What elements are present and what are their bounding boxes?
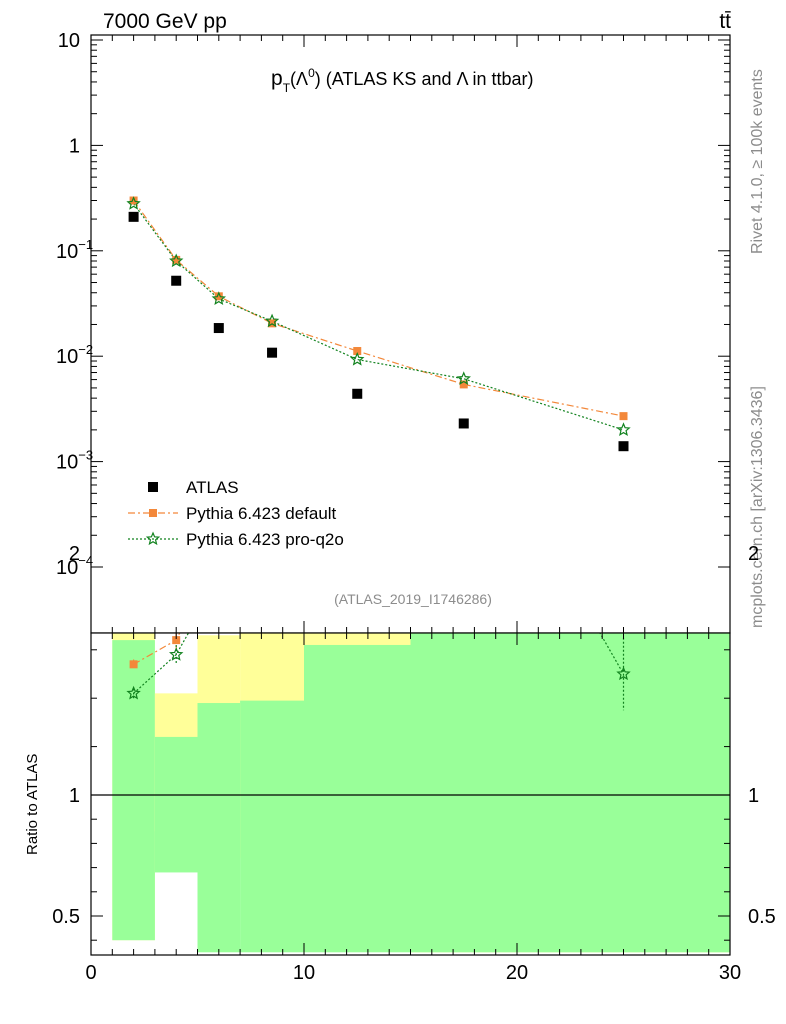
energy-label: 7000 GeV pp — [103, 10, 227, 33]
legend-label: ATLAS — [186, 478, 239, 497]
data-point — [456, 371, 471, 385]
data-point — [213, 323, 224, 334]
ratio-y-tick-label-left: 0.5 — [52, 906, 80, 928]
uncertainty-band-green — [197, 703, 241, 953]
ratio-y-tick-label-right: 0.5 — [748, 906, 776, 928]
legend-marker — [148, 482, 158, 492]
main-plot-panel: 10 1 10−1 10−2 10−3 10−4 — [56, 30, 731, 634]
data-point — [129, 196, 138, 205]
data-point — [264, 313, 280, 328]
data-point — [353, 347, 362, 356]
rivet-version-label: Rivet 4.1.0, ≥ 100k events — [749, 69, 766, 254]
y-tick-label: 10−2 — [56, 342, 93, 368]
legend: ATLAS Pythia 6.423 default Pythia 6.423 pr… — [128, 478, 344, 549]
data-point — [459, 380, 468, 389]
legend-label: Pythia 6.423 default — [186, 504, 337, 523]
y-tick-label: 10 — [58, 30, 80, 52]
uncertainty-band-green — [240, 700, 304, 953]
title-superscript: 0 — [308, 66, 315, 80]
title-rest: ) (ATLAS KS and Λ in ttbar) — [315, 69, 534, 89]
data-point — [267, 347, 278, 358]
data-point — [128, 211, 139, 222]
data-point — [616, 422, 631, 436]
ratio-y-tick-label-right: 2 — [748, 543, 759, 565]
ratio-axis-label: Ratio to ATLAS — [24, 754, 41, 855]
ratio-y-tick-label-right: 1 — [748, 785, 759, 807]
data-point — [350, 351, 365, 366]
legend-marker — [149, 509, 157, 517]
ratio-point — [169, 647, 184, 661]
mcplots-source-label: mcplots.cern.ch [arXiv:1306.3436] — [749, 386, 766, 628]
plot-title: pT(Λ0) (ATLAS KS and Λ in ttbar) — [271, 66, 534, 95]
ratio-plot-panel: 2 2 1 1 0.5 0.5 0 10 20 30 — [52, 543, 776, 984]
x-tick-label: 0 — [85, 962, 96, 984]
uncertainty-band-green — [410, 633, 517, 953]
y-tick-label: 10−3 — [56, 448, 93, 474]
title-open: (Λ — [290, 69, 308, 89]
data-point — [211, 291, 226, 305]
data-point — [169, 253, 184, 268]
data-point — [172, 255, 181, 264]
x-tick-label: 30 — [719, 962, 741, 984]
data-point — [126, 196, 141, 210]
data-point — [458, 418, 469, 429]
ratio-point — [129, 660, 138, 669]
ratio-point — [172, 636, 181, 645]
data-point — [618, 441, 629, 452]
x-tick-label: 20 — [506, 962, 528, 984]
data-point — [214, 292, 223, 301]
title-p: p — [271, 67, 283, 90]
ratio-point — [616, 666, 631, 681]
legend-label: Pythia 6.423 pro-q2o — [186, 530, 344, 549]
uncertainty-band-green — [112, 640, 155, 941]
y-tick-label: 1 — [69, 135, 80, 157]
process-label: tt̄ — [719, 10, 731, 33]
uncertainty-band-green — [154, 736, 198, 873]
x-tick-label: 10 — [293, 962, 315, 984]
uncertainty-band-green — [304, 644, 411, 953]
data-point — [352, 388, 363, 399]
analysis-id-label: (ATLAS_2019_I1746286) — [334, 591, 492, 607]
ratio-point — [126, 685, 141, 700]
ratio-y-tick-label-left: 1 — [69, 785, 80, 807]
data-point — [171, 275, 182, 286]
y-tick-label: 10−1 — [56, 237, 93, 263]
data-point — [619, 412, 628, 421]
ratio-y-tick-label-left: 2 — [69, 543, 80, 565]
y-tick-label: 10−4 — [56, 553, 93, 579]
legend-marker — [145, 531, 161, 546]
title-subscript: T — [283, 81, 291, 95]
